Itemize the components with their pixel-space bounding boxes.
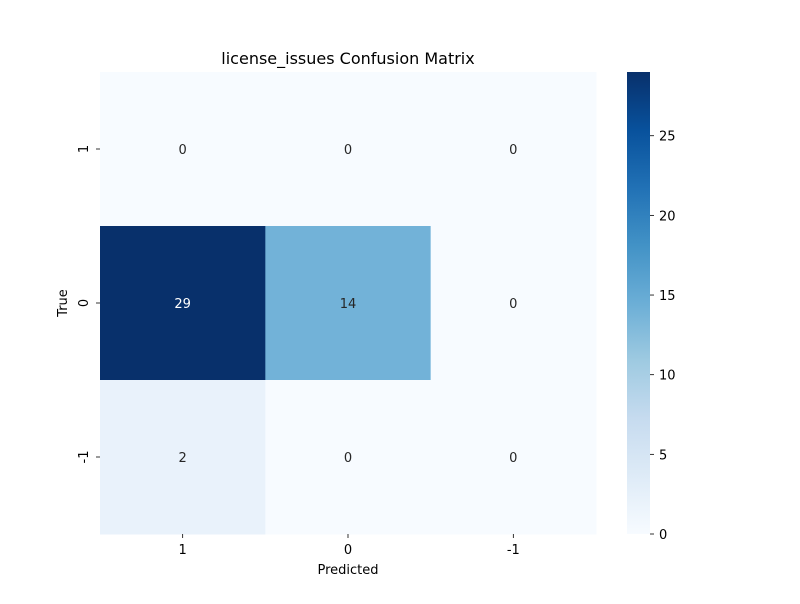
colorbar-ticks: 0 5 10 15 20 25 <box>650 130 676 543</box>
cell-value-label: 0 <box>509 451 517 466</box>
cell-value-label: 14 <box>340 297 357 312</box>
colorbar-tick-label: 25 <box>659 130 676 145</box>
colorbar-tick-label: 10 <box>659 369 676 384</box>
heatmap-cell <box>430 226 597 381</box>
y-tick-label: 0 <box>77 299 92 307</box>
cell-value-label: 0 <box>509 143 517 158</box>
colorbar <box>627 72 650 534</box>
x-tick-label: 1 <box>179 543 187 558</box>
x-tick-label: 0 <box>344 543 352 558</box>
colorbar-tick-label: 5 <box>659 448 667 463</box>
cell-value-label: 0 <box>509 297 517 312</box>
heatmap-cell <box>265 72 432 227</box>
cell-value-label: 0 <box>344 143 352 158</box>
colorbar-tick-label: 20 <box>659 209 676 224</box>
chart-title: license_issues Confusion Matrix <box>221 49 474 69</box>
x-axis-ticks: 1 0 -1 <box>179 534 520 558</box>
heatmap-cell <box>430 72 597 227</box>
colorbar-tick-label: 0 <box>659 528 667 543</box>
heatmap-cell <box>265 380 432 535</box>
y-axis-ticks: 1 0 -1 <box>77 145 100 464</box>
cell-value-label: 0 <box>179 143 187 158</box>
heatmap-cell <box>100 226 266 381</box>
cell-value-label: 29 <box>174 297 191 312</box>
heatmap-cell <box>100 72 266 227</box>
y-tick-label: -1 <box>77 451 92 464</box>
y-axis-label: True <box>56 289 71 318</box>
cell-value-label: 2 <box>179 451 187 466</box>
heatmap-cells: 0 0 0 29 14 0 2 0 0 <box>100 72 597 535</box>
heatmap-cell <box>430 380 597 535</box>
x-axis-label: Predicted <box>317 563 378 578</box>
colorbar-tick-label: 15 <box>659 289 676 304</box>
cell-value-label: 0 <box>344 451 352 466</box>
heatmap-cell <box>265 226 432 381</box>
x-tick-label: -1 <box>507 543 520 558</box>
y-tick-label: 1 <box>77 145 92 153</box>
heatmap-cell <box>100 380 266 535</box>
